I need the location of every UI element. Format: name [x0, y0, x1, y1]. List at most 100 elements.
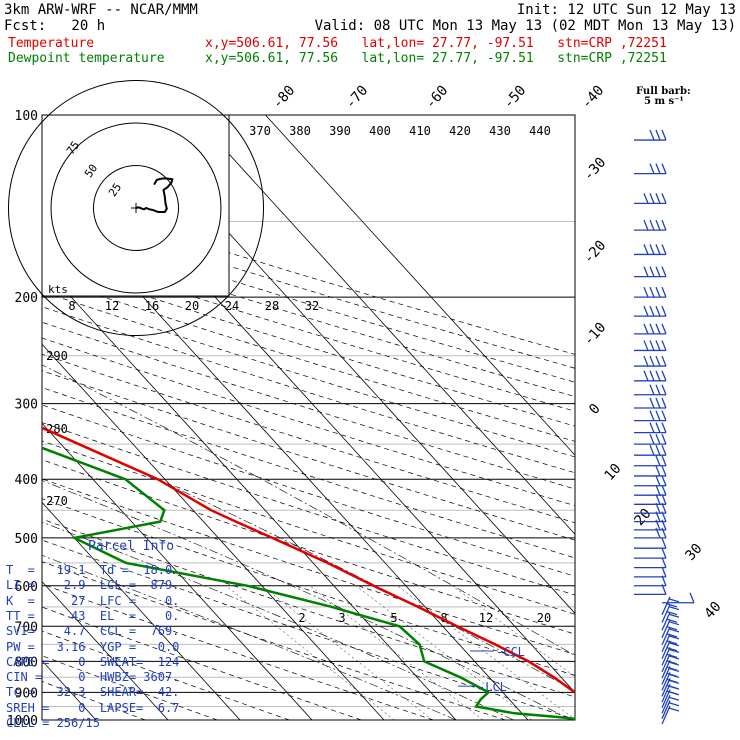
isotherm-label: 20	[631, 506, 654, 529]
isotherm-line	[193, 115, 575, 535]
pressure-tick-label: 1000	[7, 714, 38, 729]
dry-adiabat	[42, 233, 575, 397]
mixing-ratio-line	[309, 585, 483, 720]
mixing-ratio-label: 8	[68, 299, 75, 313]
forecast-hour: Fcst: 20 h	[4, 18, 106, 34]
pressure-tick-label: 800	[15, 655, 38, 670]
hodograph-trace	[135, 177, 174, 213]
isotherm-label: 10	[601, 461, 624, 484]
parcel-info-row: SREH = 0 LAPSE= 6.7	[6, 700, 180, 715]
mixing-ratio-label: 5	[390, 611, 397, 625]
isotherm-label: -20	[581, 238, 610, 268]
theta-e-label: 390	[329, 124, 351, 138]
wind-barb	[661, 633, 680, 653]
mixing-ratio-label: 20	[185, 299, 199, 313]
hodograph-kts-label: kts	[48, 283, 68, 296]
dry-adiabat	[42, 276, 575, 442]
wind-barb	[634, 286, 667, 298]
dry-adiabat	[42, 630, 290, 720]
parcel-info-title: Parcel Info	[88, 539, 175, 554]
pressure-tick-label: 700	[15, 620, 38, 635]
hodograph-ring	[8, 80, 264, 336]
isotherm-line	[42, 343, 385, 720]
dry-adiabat	[42, 337, 575, 507]
dewpoint-trace	[42, 446, 575, 720]
level-marker-label: -LCL	[478, 680, 507, 694]
wind-barb	[634, 557, 667, 569]
mixing-ratio-line	[355, 585, 532, 720]
mixing-ratio-label: 2	[298, 611, 305, 625]
barb-note-line2: 5 m s⁻¹	[644, 96, 684, 107]
hodograph-ring	[50, 122, 222, 294]
wind-barb	[661, 640, 680, 659]
parcel-info-row: TT = 43 EL = 0.	[6, 608, 180, 623]
wind-barb	[634, 163, 667, 175]
dry-adiabat	[42, 539, 575, 720]
wind-barb	[634, 340, 667, 352]
dry-adiabat-label: 270	[46, 494, 68, 508]
isotherm-label: -30	[581, 155, 610, 185]
wind-barb	[634, 266, 667, 278]
theta-e-label: 440	[529, 124, 551, 138]
pressure-tick-label: 300	[15, 398, 38, 413]
wind-barb	[661, 700, 680, 719]
parcel-info-row: PW = 3.16 YGP = 0.0	[6, 639, 180, 654]
hodograph-ring-label: 75	[64, 139, 82, 157]
theta-e-label: 400	[369, 124, 391, 138]
wind-barb	[634, 566, 667, 578]
parcel-info-row: Tc = 32.3 SHEAR= 42.	[6, 685, 180, 700]
parcel-info-row: LI = 2.9 LCL = 879.	[6, 578, 180, 593]
theta-e-label: 370	[249, 124, 271, 138]
wind-barb	[634, 433, 667, 445]
theta-e-label: 420	[449, 124, 471, 138]
hodograph-ring	[93, 165, 179, 251]
mixing-ratio-label: 12	[105, 299, 119, 313]
mixing-ratio-label: 8	[440, 611, 447, 625]
dry-adiabat	[42, 306, 575, 474]
wind-barb	[661, 604, 680, 623]
wind-barb	[634, 370, 667, 382]
isotherm-line	[42, 422, 313, 720]
isotherm-label: -60	[423, 83, 452, 113]
hodograph-ring-label: 25	[106, 181, 124, 199]
wind-barb	[634, 484, 667, 496]
isotherm-line	[42, 501, 241, 720]
isotherm-line	[42, 580, 169, 720]
wind-barb	[634, 219, 667, 231]
wind-barb	[634, 455, 667, 467]
theta-e-label: 410	[409, 124, 431, 138]
mixing-ratio-line	[226, 585, 395, 720]
wind-barb	[661, 647, 680, 666]
wind-barb	[634, 511, 667, 523]
wind-barb	[634, 193, 667, 205]
isotherm-label: -70	[343, 83, 372, 113]
model-title: 3km ARW-WRF -- NCAR/MMM	[4, 2, 198, 18]
pressure-tick-label: 900	[15, 686, 38, 701]
mixing-ratio-line	[262, 585, 433, 720]
wind-barb	[634, 355, 667, 367]
wind-barb	[634, 519, 667, 531]
mixing-ratio-label: 28	[265, 299, 279, 313]
wind-barb	[634, 244, 667, 256]
isotherm-line	[265, 115, 575, 456]
parcel-info-row: CELL = 256/15	[6, 716, 100, 730]
mixing-ratio-line	[397, 585, 575, 720]
valid-time: Valid: 08 UTC Mon 13 May 13 (02 MDT Mon …	[314, 18, 736, 34]
isotherm-label: -80	[270, 83, 299, 113]
wind-barb	[661, 612, 680, 631]
wind-barb	[634, 537, 667, 549]
isotherm-label: 40	[701, 599, 724, 622]
temperature-location: x,y=506.61, 77.56 lat,lon= 27.77, -97.51…	[205, 36, 667, 51]
wind-barb	[661, 695, 680, 714]
wind-barb	[634, 422, 667, 434]
mixing-ratio-label: 16	[145, 299, 159, 313]
isotherm-label: -50	[501, 83, 530, 113]
mixing-ratio-label: 32	[305, 299, 319, 313]
temperature-legend: Temperature	[8, 36, 95, 51]
temperature-trace	[42, 426, 575, 694]
wind-barb	[661, 705, 680, 725]
level-marker-label: -CCL	[496, 645, 525, 659]
parcel-info-row: CIN = 0 HWBZ= 3607.	[6, 670, 180, 685]
plot-frame	[41, 114, 576, 721]
